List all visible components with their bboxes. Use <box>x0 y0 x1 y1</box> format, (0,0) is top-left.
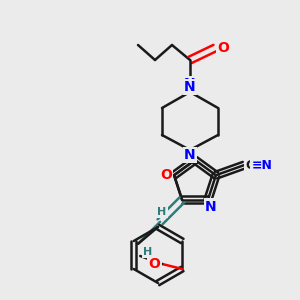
Text: N: N <box>184 77 196 91</box>
Text: N: N <box>205 200 217 214</box>
Text: H: H <box>143 247 153 257</box>
Text: O: O <box>160 168 172 182</box>
Text: H: H <box>158 207 167 217</box>
Text: C: C <box>245 159 254 172</box>
Text: N: N <box>184 80 196 94</box>
Text: N: N <box>184 148 196 162</box>
Text: ≡N: ≡N <box>251 159 272 172</box>
Text: O: O <box>148 257 160 271</box>
Text: O: O <box>217 41 229 55</box>
